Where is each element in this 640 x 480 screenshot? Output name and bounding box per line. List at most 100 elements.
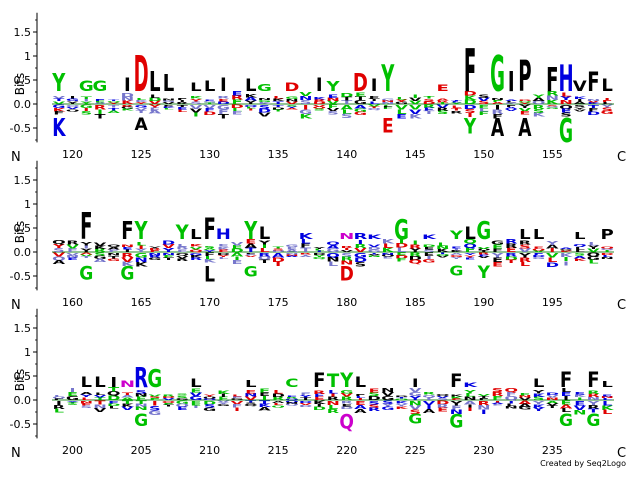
residue-minor-letter: G bbox=[176, 400, 189, 405]
residue-minor-letter: E bbox=[286, 395, 297, 397]
residue-minor-letter: T bbox=[218, 113, 230, 120]
residue-minor-letter: D bbox=[313, 406, 327, 411]
residue-minor-letter: F bbox=[108, 400, 119, 404]
residue-minor-letter: Y bbox=[449, 400, 462, 407]
residue-minor-letter: K bbox=[587, 102, 601, 105]
residue-minor-letter: E bbox=[149, 398, 160, 401]
residue-minor-letter: Y bbox=[134, 101, 148, 104]
residue-minor-letter: D bbox=[546, 392, 560, 396]
residue-letter-N: N bbox=[120, 379, 135, 389]
residue-minor-letter: L bbox=[246, 106, 257, 109]
residue-minor-letter: L bbox=[314, 248, 325, 251]
residue-minor-letter: L bbox=[218, 256, 229, 259]
residue-minor-letter: A bbox=[80, 391, 94, 396]
residue-minor-letter: G bbox=[354, 111, 367, 116]
residue-minor-letter: D bbox=[463, 104, 476, 110]
residue-minor-letter: K bbox=[382, 239, 395, 246]
residue-minor-letter: Y bbox=[312, 247, 326, 250]
residue-minor-letter: V bbox=[354, 247, 367, 253]
residue-minor-letter: S bbox=[327, 111, 339, 116]
residue-minor-letter: F bbox=[53, 111, 64, 116]
residue-minor-letter: E bbox=[478, 254, 489, 257]
residue-minor-letter: Y bbox=[257, 240, 270, 246]
residue-minor-letter: K bbox=[258, 403, 272, 408]
residue-minor-letter: A bbox=[573, 101, 586, 105]
residue-minor-letter: L bbox=[602, 254, 613, 257]
residue-minor-letter: V bbox=[327, 100, 341, 105]
residue-minor-letter: E bbox=[245, 238, 256, 245]
residue-minor-letter: F bbox=[94, 99, 105, 102]
residue-minor-letter: L bbox=[273, 402, 284, 405]
residue-minor-letter: G bbox=[203, 101, 216, 103]
residue-minor-letter: S bbox=[437, 110, 449, 115]
residue-minor-letter: D bbox=[340, 92, 354, 98]
residue-minor-letter: A bbox=[107, 110, 121, 114]
residue-letter-F: F bbox=[587, 68, 599, 98]
residue-minor-letter: D bbox=[107, 395, 120, 402]
residue-minor-letter: Q bbox=[175, 252, 189, 256]
residue-minor-letter: A bbox=[546, 400, 559, 404]
y-tick-label: -0.5 bbox=[10, 122, 31, 135]
residue-minor-letter: T bbox=[245, 400, 256, 403]
residue-letter-L: L bbox=[464, 225, 476, 244]
residue-minor-letter: D bbox=[271, 107, 285, 111]
residue-minor-letter: R bbox=[368, 407, 380, 412]
residue-minor-letter: Q bbox=[326, 252, 340, 259]
residue-minor-letter: V bbox=[217, 401, 230, 404]
residue-minor-letter: V bbox=[313, 104, 326, 107]
residue-minor-letter: F bbox=[369, 95, 380, 100]
residue-minor-letter: I bbox=[481, 409, 487, 416]
residue-letter-K: K bbox=[299, 232, 315, 241]
residue-letter-L: L bbox=[190, 80, 202, 94]
residue-minor-letter: S bbox=[423, 249, 435, 253]
residue-minor-letter: V bbox=[94, 407, 108, 413]
residue-minor-letter: E bbox=[519, 111, 530, 116]
residue-minor-letter: R bbox=[436, 404, 448, 410]
residue-minor-letter: F bbox=[245, 254, 256, 256]
residue-negative-letter-G: G bbox=[559, 113, 573, 151]
residue-letter-Y: Y bbox=[339, 369, 353, 392]
residue-minor-letter: E bbox=[218, 243, 229, 247]
residue-minor-letter: V bbox=[478, 97, 492, 102]
residue-minor-letter: Q bbox=[52, 239, 66, 245]
residue-minor-letter: Y bbox=[394, 403, 408, 407]
residue-minor-letter: I bbox=[467, 112, 473, 118]
residue-minor-letter: S bbox=[272, 248, 284, 251]
residue-minor-letter: A bbox=[340, 104, 353, 111]
residue-letter-Y: Y bbox=[243, 217, 257, 246]
residue-minor-letter: G bbox=[285, 96, 298, 100]
residue-minor-letter: K bbox=[190, 255, 204, 259]
residue-letter-C: C bbox=[285, 376, 298, 390]
residue-minor-letter: E bbox=[190, 388, 201, 394]
residue-minor-letter: V bbox=[135, 107, 149, 111]
residue-minor-letter: Y bbox=[408, 395, 421, 401]
residue-minor-letter: V bbox=[409, 100, 423, 105]
residue-minor-letter: A bbox=[244, 96, 258, 101]
residue-minor-letter: S bbox=[94, 252, 106, 257]
residue-minor-letter: L bbox=[342, 108, 353, 115]
residue-letter-L: L bbox=[519, 227, 531, 243]
residue-minor-letter: S bbox=[382, 400, 394, 405]
residue-minor-letter: T bbox=[451, 107, 462, 112]
residue-minor-letter: N bbox=[326, 256, 340, 263]
residue-minor-letter: K bbox=[532, 403, 546, 408]
residue-minor-letter: L bbox=[273, 95, 284, 100]
residue-minor-letter: V bbox=[94, 394, 107, 398]
residue-minor-letter: K bbox=[272, 98, 286, 103]
residue-minor-letter: K bbox=[436, 248, 450, 253]
residue-minor-letter: A bbox=[436, 99, 449, 102]
residue-minor-letter: E bbox=[492, 244, 503, 250]
residue-minor-letter: T bbox=[108, 255, 119, 259]
residue-minor-letter: E bbox=[327, 94, 338, 99]
residue-minor-letter: N bbox=[381, 100, 395, 103]
residue-minor-letter: D bbox=[340, 406, 354, 410]
residue-minor-letter: G bbox=[587, 256, 600, 262]
residue-minor-letter: R bbox=[231, 94, 244, 101]
residue-minor-letter: G bbox=[491, 240, 504, 246]
residue-minor-letter: V bbox=[368, 243, 381, 247]
residue-minor-letter: D bbox=[313, 101, 327, 105]
residue-minor-letter: N bbox=[587, 99, 601, 102]
residue-minor-letter: N bbox=[546, 397, 560, 401]
residue-minor-letter: N bbox=[244, 393, 258, 398]
residue-minor-letter: I bbox=[152, 400, 158, 407]
